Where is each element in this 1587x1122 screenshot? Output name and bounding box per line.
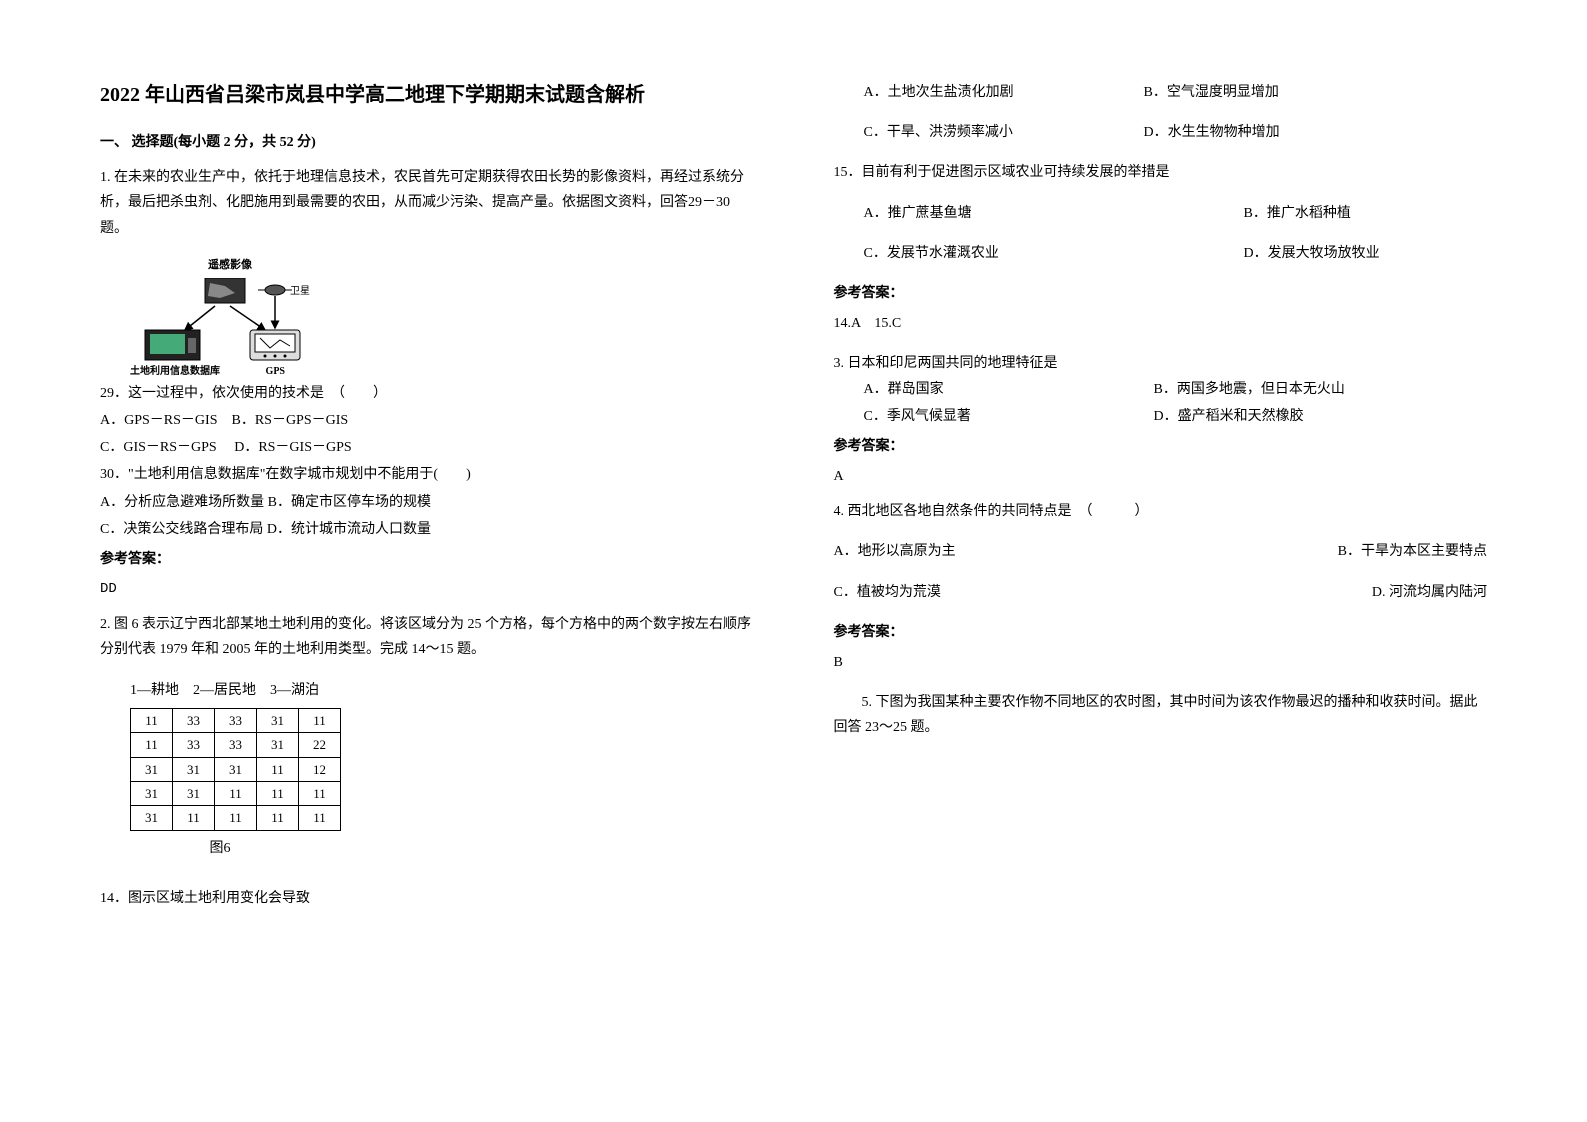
table-cell: 11 [173,806,215,830]
table-cell: 33 [173,708,215,732]
q2-answer-label: 参考答案： [834,281,1488,306]
q1-answer: DD [100,577,754,602]
table-cell: 11 [257,757,299,781]
q3-a: A．群岛国家 [864,377,1154,402]
q30-text: 30．"土地利用信息数据库"在数字城市规划中不能用于( ) [100,462,754,487]
remote-sensing-diagram: 遥感影像 卫星 [130,256,330,366]
table-cell: 31 [257,708,299,732]
q29-options-ab: A．GPS－RS－GIS B．RS－GPS－GIS [100,408,754,433]
q29-b: B．RS－GPS－GIS [231,413,348,428]
q3-intro: 3. 日本和印尼两国共同的地理特征是 [834,351,1488,376]
table-cell: 31 [215,757,257,781]
table-legend: 1—耕地 2—居民地 3—湖泊 [130,678,754,703]
table-cell: 31 [131,806,173,830]
q30-d: D．统计城市流动人口数量 [267,522,431,537]
page-container: 2022 年山西省吕梁市岚县中学高二地理下学期期末试题含解析 一、 选择题(每小… [100,80,1487,926]
table-cell: 11 [215,806,257,830]
table-cell: 11 [215,781,257,805]
q4-intro: 4. 西北地区各地自然条件的共同特点是 （ ） [834,499,1488,524]
table-cell: 22 [299,733,341,757]
table-cell: 11 [131,733,173,757]
q3-b: B．两国多地震，但日本无火山 [1154,377,1345,402]
q29-c: C．GIS－RS－GPS [100,440,217,455]
table-cell: 31 [131,781,173,805]
q15-d: D．发展大牧场放牧业 [1244,241,1380,266]
q15-b: B．推广水稻种植 [1244,201,1351,226]
table-cell: 11 [299,708,341,732]
satellite-label: 卫星 [290,285,310,297]
table-cell: 33 [173,733,215,757]
q15-c: C．发展节水灌溉农业 [864,241,1244,266]
q14-text: 14．图示区域土地利用变化会导致 [100,886,754,911]
table-cell: 12 [299,757,341,781]
document-title: 2022 年山西省吕梁市岚县中学高二地理下学期期末试题含解析 [100,80,754,110]
table-cell: 11 [299,781,341,805]
q30-a: A．分析应急避难场所数量 [100,495,264,510]
left-column: 2022 年山西省吕梁市岚县中学高二地理下学期期末试题含解析 一、 选择题(每小… [100,80,754,926]
q4-b: B．干旱为本区主要特点 [1338,539,1487,564]
q1-answer-label: 参考答案： [100,547,754,572]
table-cell: 11 [257,781,299,805]
table-cell: 31 [131,757,173,781]
q14-d: D．水生生物物种增加 [1144,120,1488,145]
q14-b: B．空气湿度明显增加 [1144,80,1488,105]
table-cell: 11 [131,708,173,732]
q30-options-cd: C．决策公交线路合理布局 D．统计城市流动人口数量 [100,517,754,542]
table-caption: 图6 [100,836,340,861]
table-cell: 31 [173,757,215,781]
q3-c: C．季风气候显著 [864,404,1154,429]
diagram-top-label: 遥感影像 [130,256,330,276]
table-cell: 31 [257,733,299,757]
table-cell: 33 [215,708,257,732]
q15-text: 15．目前有利于促进图示区域农业可持续发展的举措是 [834,160,1488,185]
q30-b: B．确定市区停车场的规模 [268,495,431,510]
diagram-bottom-labels: 土地利用信息数据库 GPS [130,363,320,381]
q14-c: C．干旱、洪涝频率减小 [864,120,1144,145]
q4-answer-label: 参考答案： [834,620,1488,645]
q29-d: D．RS－GIS－GPS [234,440,351,455]
q4-d: D. 河流均属内陆河 [1372,580,1487,605]
q30-options-ab: A．分析应急避难场所数量 B．确定市区停车场的规模 [100,490,754,515]
gps-label: GPS [266,363,285,381]
q3-options: A．群岛国家 B．两国多地震，但日本无火山 C．季风气候显著 D．盛产稻米和天然… [834,377,1488,429]
q15-a: A．推广蔗基鱼塘 [864,201,1244,226]
q4-row-cd: C．植被均为荒漠 D. 河流均属内陆河 [834,580,1488,605]
q15-options: A．推广蔗基鱼塘 B．推广水稻种植 C．发展节水灌溉农业 D．发展大牧场放牧业 [834,201,1488,266]
right-column: A．土地次生盐渍化加剧 B．空气湿度明显增加 C．干旱、洪涝频率减小 D．水生生… [834,80,1488,926]
table-cell: 31 [173,781,215,805]
q4-row-ab: A．地形以高原为主 B．干旱为本区主要特点 [834,539,1488,564]
table-cell: 11 [299,806,341,830]
section-heading: 一、 选择题(每小题 2 分，共 52 分) [100,130,754,155]
q5-intro: 5. 下图为我国某种主要农作物不同地区的农时图，其中时间为该农作物最迟的播种和收… [834,690,1488,740]
q1-intro: 1. 在未来的农业生产中，依托于地理信息技术，农民首先可定期获得农田长势的影像资… [100,165,754,241]
q29-a: A．GPS－RS－GIS [100,413,217,428]
q14-options: A．土地次生盐渍化加剧 B．空气湿度明显增加 C．干旱、洪涝频率减小 D．水生生… [834,80,1488,145]
diagram-svg: 卫星 [130,278,330,363]
q4-a: A．地形以高原为主 [834,539,956,564]
q4-c: C．植被均为荒漠 [834,580,941,605]
q4-answer: B [834,650,1488,675]
q29-text: 29．这一过程中，依次使用的技术是 （ ） [100,381,754,406]
db-label: 土地利用信息数据库 [130,363,220,381]
q3-answer: A [834,464,1488,489]
q14-a: A．土地次生盐渍化加剧 [864,80,1144,105]
q3-d: D．盛产稻米和天然橡胶 [1154,404,1304,429]
q2-answer: 14.A 15.C [834,311,1488,336]
land-use-table: 1133333111113333312231313111123131111111… [130,708,341,831]
q2-intro: 2. 图 6 表示辽宁西北部某地土地利用的变化。将该区域分为 25 个方格，每个… [100,612,754,662]
table-cell: 11 [257,806,299,830]
table-cell: 33 [215,733,257,757]
q3-answer-label: 参考答案： [834,434,1488,459]
q29-options-cd: C．GIS－RS－GPS D．RS－GIS－GPS [100,435,754,460]
q30-c: C．决策公交线路合理布局 [100,522,263,537]
